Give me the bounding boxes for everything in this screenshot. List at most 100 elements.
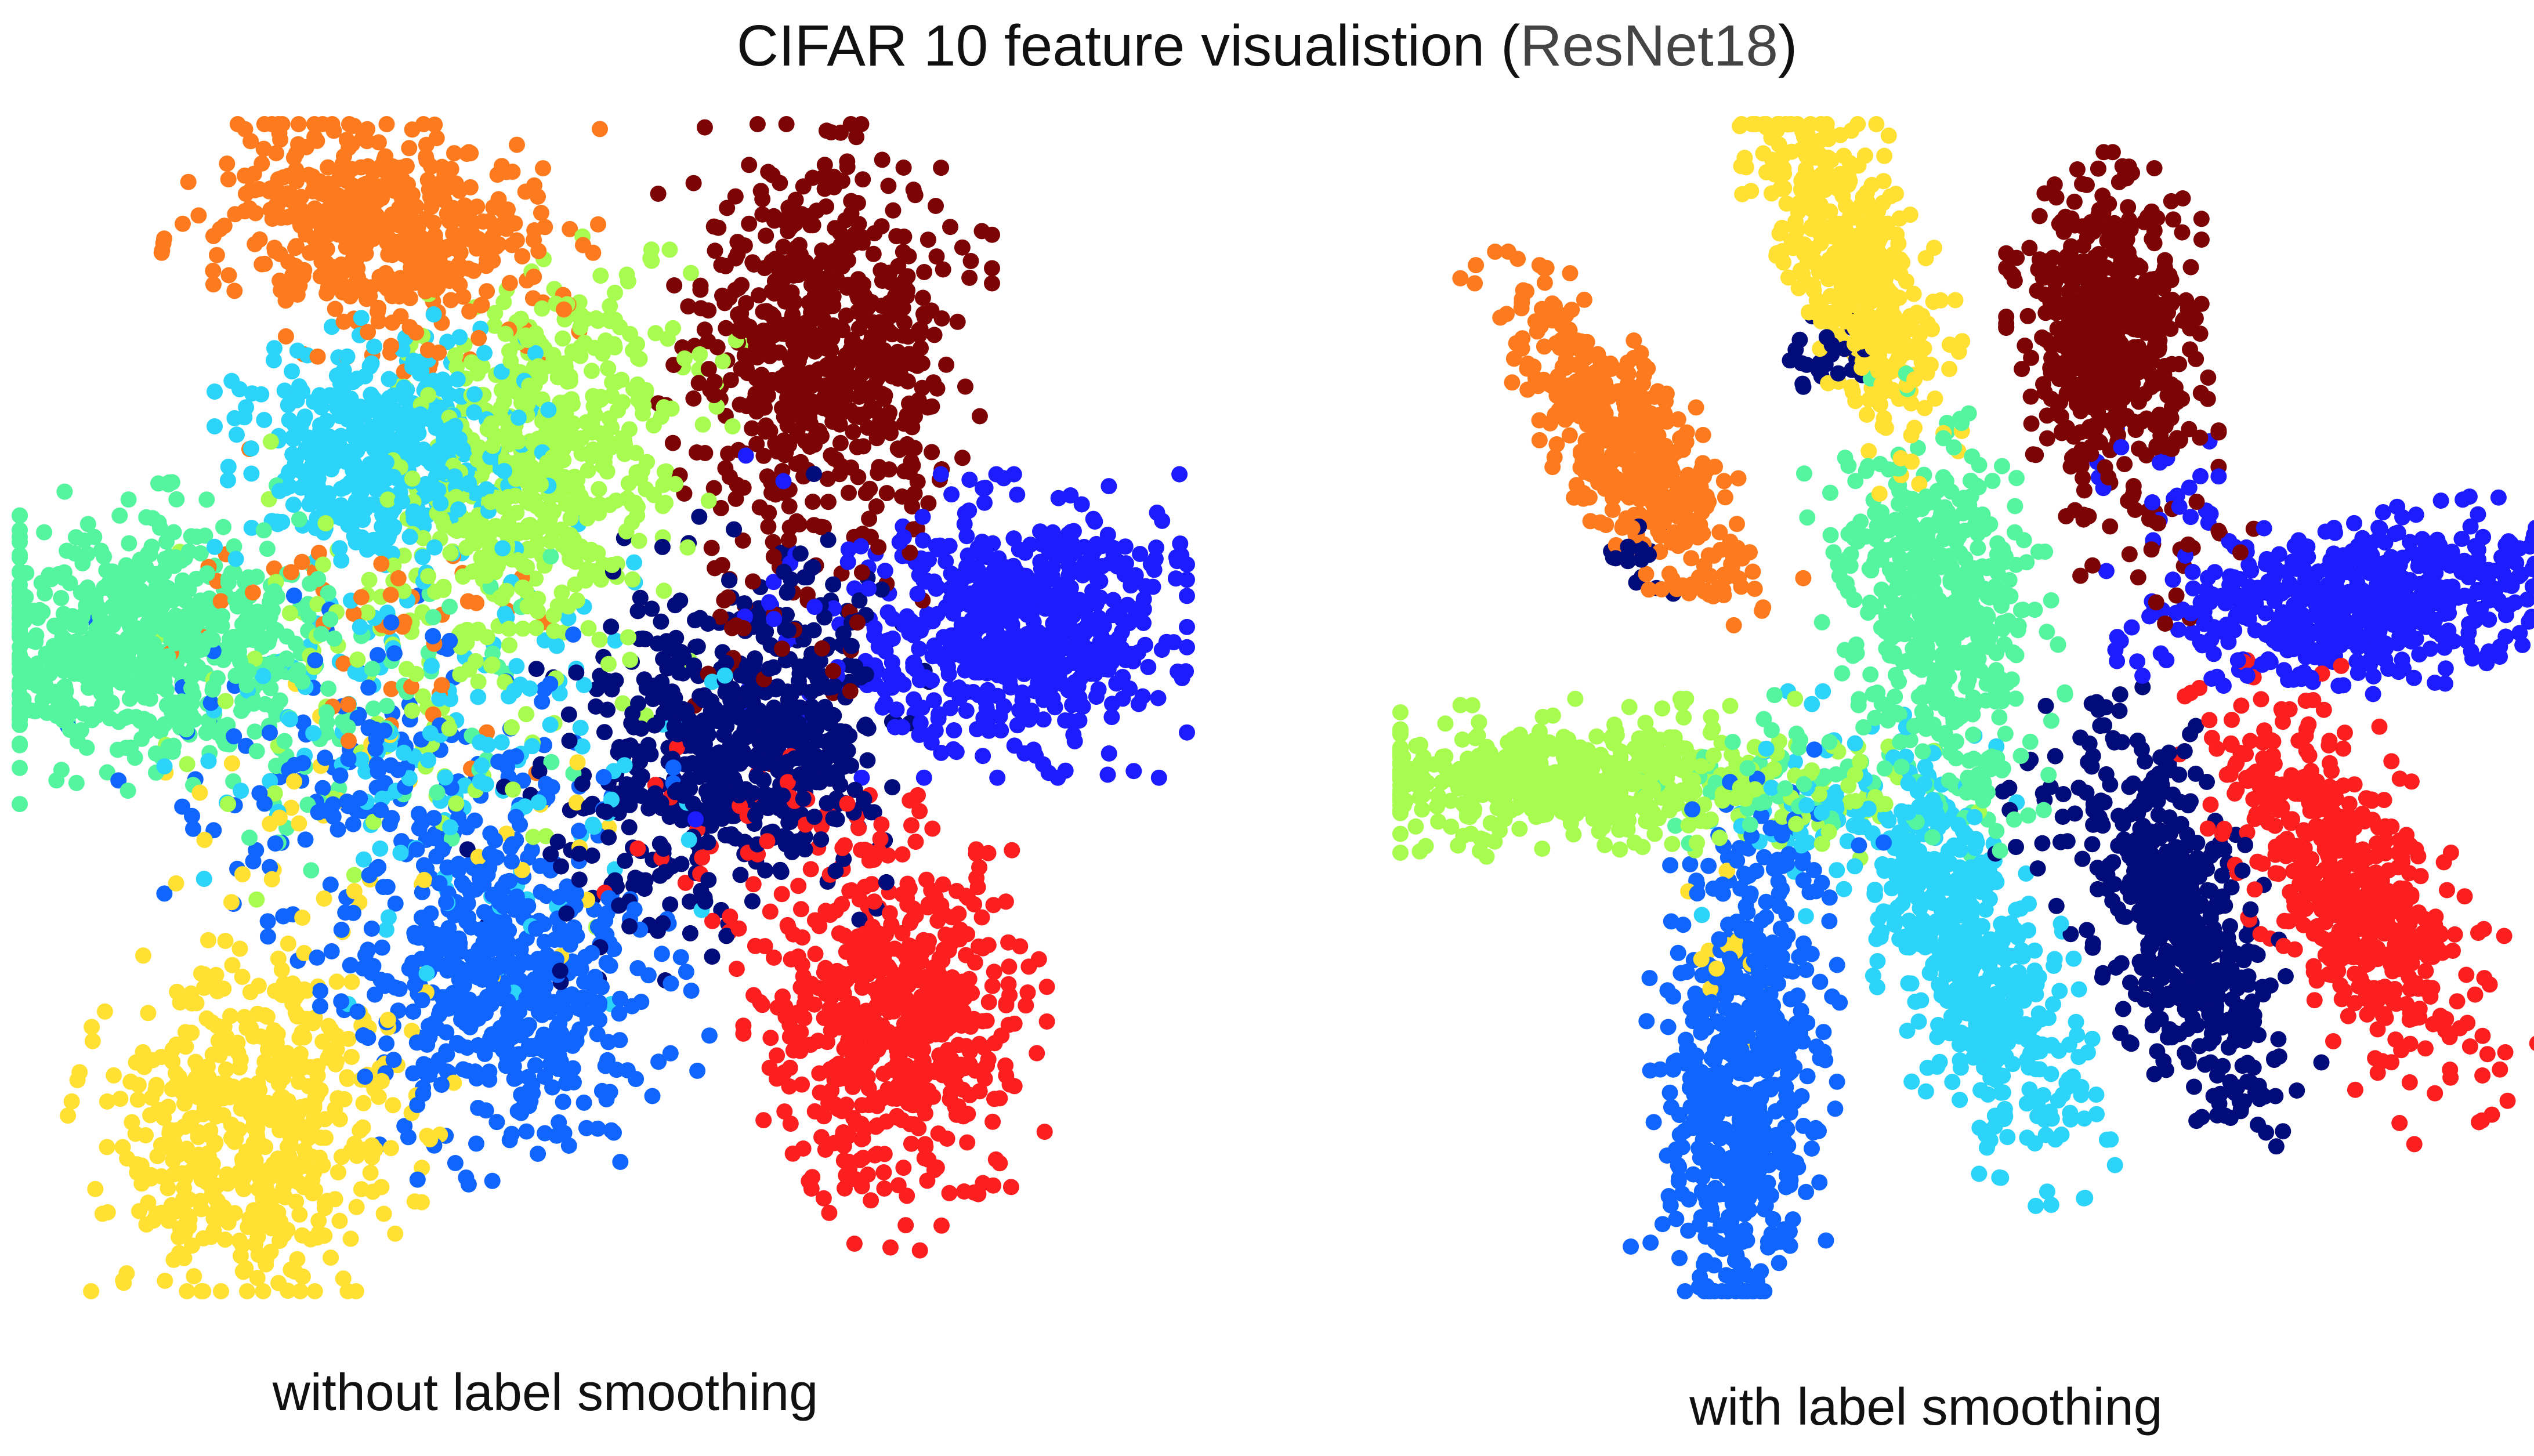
scatter-point-class-5: [661, 241, 678, 258]
scatter-point-class-3: [276, 382, 293, 399]
scatter-point-class-6: [270, 1075, 287, 1092]
scatter-point-class-8: [802, 861, 819, 878]
scatter-point-class-8: [776, 1103, 793, 1120]
scatter-point-class-9: [664, 434, 681, 451]
scatter-point-class-2: [379, 879, 396, 895]
scatter-point-class-0: [817, 698, 834, 715]
scatter-point-class-0: [817, 751, 834, 768]
scatter-point-class-1: [1085, 510, 1102, 527]
scatter-point-class-9: [709, 339, 726, 356]
scatter-point-class-7: [288, 238, 305, 255]
scatter-point-class-6: [348, 1198, 365, 1215]
scatter-point-class-5: [262, 433, 279, 450]
scatter-point-class-1: [1011, 702, 1028, 719]
scatter-point-class-3: [284, 363, 301, 380]
scatter-point-class-3: [508, 658, 525, 675]
scatter-point-class-5: [442, 545, 459, 562]
scatter-point-class-6: [112, 1091, 129, 1107]
scatter-point-class-3: [243, 465, 260, 482]
scatter-point-class-1: [989, 769, 1006, 786]
scatter-point-class-7: [266, 560, 283, 577]
scatter-point-class-7: [205, 276, 222, 293]
scatter-point-class-8: [806, 996, 823, 1013]
scatter-point-class-4: [266, 583, 283, 600]
scatter-panel-without-smoothing: [12, 116, 1195, 1299]
scatter-point-class-6: [286, 773, 302, 790]
scatter-point-class-4: [78, 740, 95, 756]
scatter-point-class-2: [267, 835, 284, 852]
scatter-point-class-5: [591, 496, 607, 513]
scatter-point-class-6: [355, 1095, 372, 1111]
scatter-point-class-5: [656, 582, 672, 599]
scatter-point-class-9: [707, 242, 723, 259]
scatter-point-class-9: [832, 434, 849, 451]
scatter-point-class-3: [372, 840, 389, 857]
scatter-point-class-1: [1135, 601, 1152, 618]
scatter-point-class-8: [792, 901, 809, 918]
scatter-point-class-3: [405, 352, 422, 369]
scatter-point-class-2: [689, 1062, 706, 1079]
scatter-point-class-9: [776, 432, 792, 449]
scatter-point-class-6: [330, 1164, 346, 1180]
scatter-point-class-9: [916, 264, 933, 280]
scatter-point-class-1: [1057, 712, 1074, 729]
scatter-point-class-7: [242, 133, 259, 150]
scatter-point-class-7: [272, 245, 288, 262]
scatter-point-class-9: [748, 436, 765, 452]
scatter-point-class-2: [644, 1088, 661, 1104]
scatter-point-class-0: [732, 867, 749, 883]
scatter-point-class-9: [957, 378, 973, 395]
scatter-point-class-8: [897, 1217, 914, 1234]
scatter-point-class-6: [84, 1033, 101, 1049]
scatter-point-class-0: [718, 928, 735, 944]
scatter-point-class-8: [894, 846, 911, 863]
scatter-point-class-1: [1065, 726, 1082, 743]
scatter-point-class-5: [514, 579, 531, 596]
scatter-point-class-6: [223, 755, 240, 772]
scatter-point-class-1: [911, 726, 928, 743]
scatter-point-class-6: [96, 1003, 113, 1020]
scatter-point-class-9: [971, 408, 988, 425]
scatter-point-class-5: [487, 305, 504, 321]
scatter-point-class-8: [955, 1183, 972, 1200]
scatter-point-class-8: [967, 1062, 984, 1079]
scatter-point-class-9: [685, 175, 702, 191]
scatter-point-class-8: [785, 1042, 802, 1059]
scatter-point-class-7: [383, 216, 400, 233]
scatter-point-class-9: [928, 248, 945, 265]
scatter-point-class-9: [915, 306, 932, 323]
scatter-point-class-7: [426, 116, 443, 133]
scatter-point-class-5: [573, 307, 589, 324]
scatter-point-class-6: [416, 872, 433, 888]
scatter-point-class-2: [312, 998, 328, 1015]
scatter-point-class-8: [747, 937, 763, 954]
scatter-point-class-6: [193, 1283, 210, 1299]
scatter-point-class-4: [128, 657, 145, 674]
figure-title-model: ResNet18: [1520, 13, 1778, 78]
scatter-point-class-5: [572, 319, 589, 336]
scatter-point-class-6: [231, 940, 248, 957]
scatter-point-class-9: [920, 231, 936, 248]
scatter-point-class-4: [313, 626, 330, 643]
scatter-point-class-3: [219, 472, 236, 488]
scatter-point-class-2: [672, 949, 689, 966]
scatter-point-class-1: [853, 769, 870, 786]
scatter-point-class-7: [426, 281, 443, 298]
scatter-point-class-8: [924, 820, 941, 837]
scatter-point-class-5: [622, 651, 639, 668]
scatter-point-class-8: [867, 1118, 884, 1135]
scatter-point-class-6: [231, 1059, 248, 1076]
scatter-point-class-8: [873, 816, 890, 833]
scatter-point-class-2: [534, 693, 551, 710]
scatter-point-class-2: [567, 960, 584, 977]
scatter-point-class-4: [156, 716, 173, 733]
scatter-point-class-4: [12, 549, 28, 566]
scatter-point-class-8: [762, 903, 779, 920]
scatter-point-class-4: [215, 519, 231, 535]
scatter-point-class-2: [560, 1138, 577, 1154]
scatter-point-class-6: [106, 1067, 122, 1084]
scatter-point-class-5: [527, 570, 544, 587]
scatter-point-class-7: [285, 150, 302, 166]
scatter-point-class-8: [895, 1160, 912, 1176]
scatter-point-class-1: [1110, 629, 1127, 646]
